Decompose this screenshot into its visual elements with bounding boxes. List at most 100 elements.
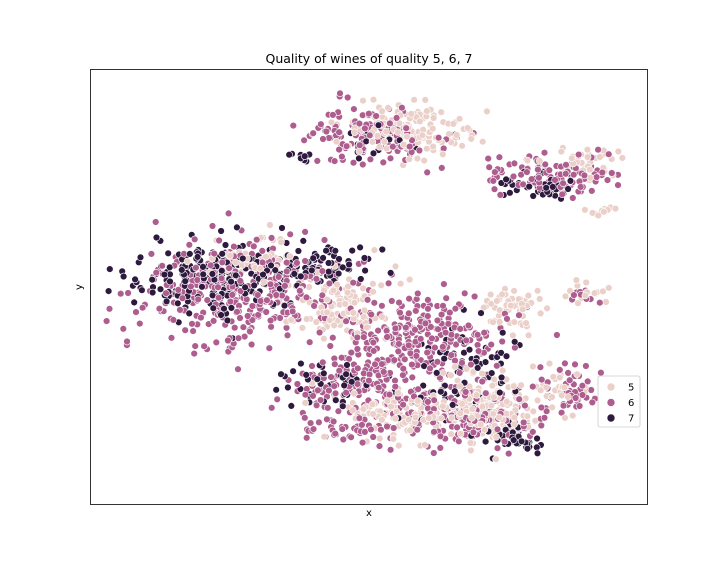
point-quality-7 bbox=[361, 266, 369, 275]
point-quality-7 bbox=[325, 268, 333, 276]
point-quality-6 bbox=[309, 425, 318, 433]
legend-label-7: 7 bbox=[628, 414, 634, 425]
point-quality-5 bbox=[483, 107, 491, 116]
point-quality-6 bbox=[455, 437, 463, 445]
point-quality-6 bbox=[377, 426, 385, 434]
point-quality-5 bbox=[429, 142, 437, 151]
point-quality-6 bbox=[247, 340, 256, 349]
point-quality-6 bbox=[325, 279, 334, 288]
point-quality-7 bbox=[320, 369, 328, 378]
point-quality-6 bbox=[437, 310, 446, 319]
point-quality-7 bbox=[308, 266, 316, 274]
point-quality-6 bbox=[438, 164, 446, 172]
point-quality-6 bbox=[207, 261, 215, 269]
point-quality-6 bbox=[353, 333, 361, 342]
point-quality-5 bbox=[468, 414, 476, 422]
point-quality-6 bbox=[383, 422, 391, 431]
point-quality-6 bbox=[263, 296, 271, 304]
point-quality-5 bbox=[549, 373, 557, 381]
point-quality-5 bbox=[403, 133, 411, 141]
point-quality-6 bbox=[365, 109, 373, 118]
point-quality-6 bbox=[301, 414, 309, 422]
point-quality-5 bbox=[266, 221, 274, 229]
point-quality-5 bbox=[456, 409, 464, 417]
point-quality-6 bbox=[176, 306, 184, 314]
point-quality-7 bbox=[218, 250, 226, 258]
point-quality-5 bbox=[462, 365, 471, 373]
point-quality-7 bbox=[166, 263, 174, 271]
point-quality-5 bbox=[480, 425, 489, 434]
point-quality-6 bbox=[225, 264, 233, 272]
point-quality-7 bbox=[360, 254, 369, 262]
point-quality-6 bbox=[359, 160, 367, 169]
point-quality-6 bbox=[363, 296, 372, 304]
point-quality-6 bbox=[347, 348, 355, 357]
point-quality-6 bbox=[561, 359, 569, 368]
point-quality-5 bbox=[368, 400, 377, 408]
point-quality-5 bbox=[583, 146, 592, 154]
point-quality-6 bbox=[301, 228, 309, 236]
point-quality-6 bbox=[208, 222, 217, 230]
point-quality-6 bbox=[574, 150, 583, 159]
point-quality-5 bbox=[392, 407, 401, 416]
point-quality-6 bbox=[318, 291, 326, 299]
point-quality-5 bbox=[287, 316, 295, 324]
point-quality-5 bbox=[330, 321, 338, 330]
point-quality-5 bbox=[495, 318, 504, 326]
point-quality-5 bbox=[581, 206, 589, 214]
point-quality-7 bbox=[272, 386, 280, 394]
point-quality-6 bbox=[191, 342, 199, 350]
point-quality-6 bbox=[337, 354, 346, 362]
point-quality-5 bbox=[305, 283, 313, 291]
point-quality-5 bbox=[369, 95, 378, 104]
point-quality-6 bbox=[288, 307, 297, 316]
point-quality-6 bbox=[174, 286, 183, 294]
point-quality-7 bbox=[362, 137, 370, 146]
point-quality-6 bbox=[331, 360, 339, 368]
point-quality-5 bbox=[439, 402, 447, 410]
point-quality-6 bbox=[293, 380, 302, 388]
point-quality-5 bbox=[533, 287, 542, 295]
point-quality-6 bbox=[405, 295, 413, 303]
point-quality-6 bbox=[378, 360, 386, 368]
point-quality-6 bbox=[469, 428, 478, 437]
point-quality-5 bbox=[456, 382, 464, 390]
point-quality-5 bbox=[489, 318, 497, 326]
point-quality-5 bbox=[425, 414, 433, 422]
point-quality-5 bbox=[395, 442, 403, 450]
point-quality-6 bbox=[386, 154, 395, 163]
point-quality-5 bbox=[492, 455, 500, 463]
point-quality-5 bbox=[333, 280, 341, 289]
point-quality-6 bbox=[350, 105, 358, 113]
point-quality-5 bbox=[232, 258, 240, 267]
point-quality-5 bbox=[378, 313, 386, 321]
point-quality-5 bbox=[458, 400, 466, 408]
point-quality-7 bbox=[119, 272, 128, 281]
point-quality-5 bbox=[455, 115, 464, 123]
point-quality-7 bbox=[136, 253, 145, 261]
point-quality-6 bbox=[212, 338, 221, 347]
point-quality-6 bbox=[283, 258, 291, 267]
point-quality-6 bbox=[423, 168, 431, 177]
point-quality-6 bbox=[380, 368, 388, 376]
legend: 5 6 7 bbox=[597, 375, 641, 428]
point-quality-7 bbox=[378, 245, 386, 254]
point-quality-6 bbox=[536, 363, 545, 371]
point-quality-5 bbox=[478, 369, 486, 378]
point-quality-6 bbox=[392, 114, 401, 122]
point-quality-6 bbox=[386, 119, 394, 128]
point-quality-6 bbox=[302, 293, 311, 302]
point-quality-5 bbox=[359, 405, 368, 413]
point-quality-6 bbox=[272, 291, 280, 299]
point-quality-6 bbox=[575, 402, 584, 410]
point-quality-5 bbox=[618, 154, 627, 162]
point-quality-6 bbox=[338, 425, 346, 433]
point-quality-5 bbox=[581, 291, 589, 300]
point-quality-6 bbox=[312, 401, 321, 409]
point-quality-7 bbox=[339, 402, 347, 410]
point-quality-7 bbox=[152, 233, 161, 242]
point-quality-6 bbox=[355, 414, 364, 422]
point-quality-7 bbox=[164, 249, 172, 258]
point-quality-7 bbox=[217, 311, 225, 319]
point-quality-5 bbox=[536, 386, 545, 394]
